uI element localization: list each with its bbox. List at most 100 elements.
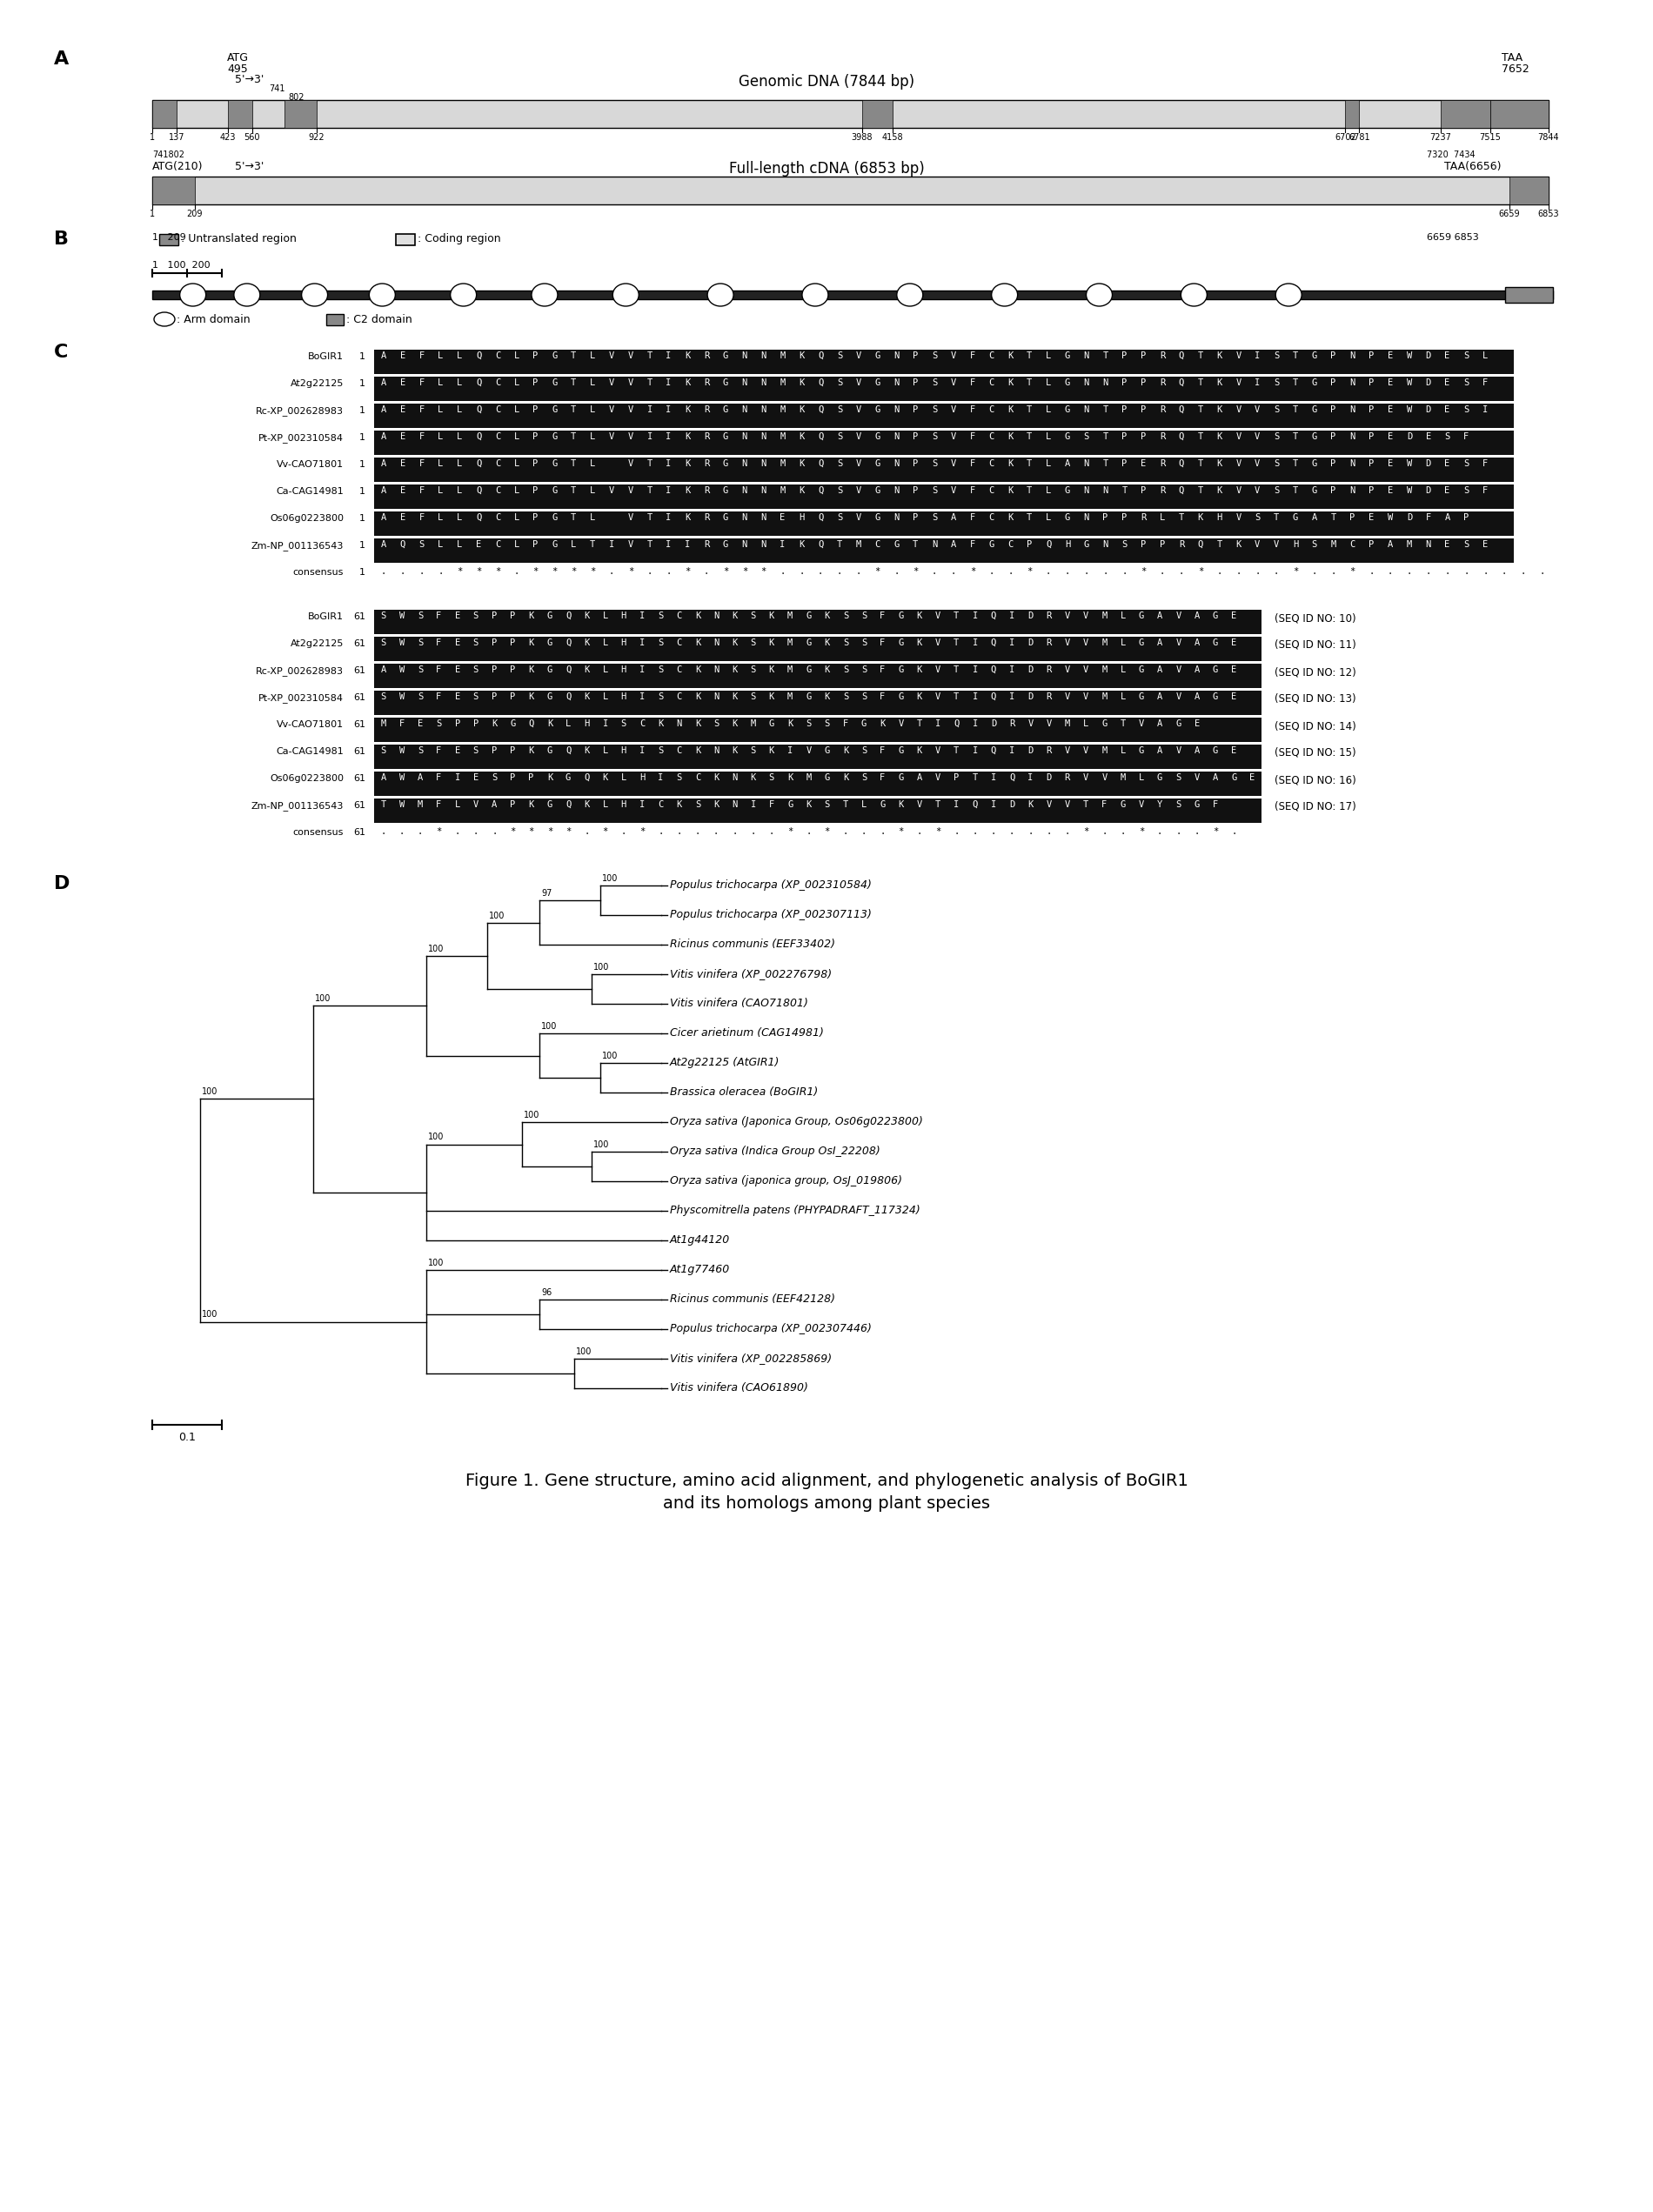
Text: : Arm domain: : Arm domain — [177, 314, 250, 325]
Text: M: M — [1101, 692, 1108, 701]
Text: N: N — [894, 431, 899, 440]
Text: N: N — [1084, 513, 1089, 522]
Text: P: P — [1331, 460, 1336, 469]
Text: N: N — [760, 487, 767, 495]
Text: .: . — [1008, 566, 1013, 575]
Text: S: S — [658, 611, 663, 619]
Text: K: K — [529, 611, 534, 619]
Text: *: * — [787, 827, 793, 836]
Text: F: F — [970, 513, 975, 522]
Text: W: W — [1407, 405, 1412, 414]
Text: N: N — [894, 405, 899, 414]
Text: Os06g0223800: Os06g0223800 — [269, 513, 344, 522]
Text: G: G — [547, 745, 552, 754]
Text: S: S — [750, 639, 755, 648]
Text: G: G — [1139, 745, 1144, 754]
Text: TAA: TAA — [1501, 53, 1522, 64]
Text: L: L — [602, 692, 608, 701]
Text: G: G — [1065, 431, 1069, 440]
Text: L: L — [456, 378, 463, 387]
Text: C: C — [1349, 540, 1355, 549]
Bar — [374, 637, 1261, 661]
Text: C: C — [55, 343, 68, 361]
Text: E: E — [400, 378, 405, 387]
Text: (SEQ ID NO: 10): (SEQ ID NO: 10) — [1274, 613, 1355, 624]
Text: A: A — [1157, 692, 1162, 701]
Text: L: L — [1046, 352, 1051, 361]
Text: .: . — [380, 566, 387, 575]
Text: 3988: 3988 — [851, 133, 873, 142]
Text: A: A — [1193, 745, 1200, 754]
Text: A: A — [1157, 745, 1162, 754]
Text: S: S — [1255, 513, 1260, 522]
Text: K: K — [750, 774, 755, 783]
Text: E: E — [418, 719, 423, 728]
Text: .: . — [1369, 566, 1374, 575]
Text: R: R — [704, 378, 709, 387]
Text: L: L — [456, 352, 463, 361]
Text: D: D — [1407, 431, 1412, 440]
Text: L: L — [602, 639, 608, 648]
Text: Cicer arietinum (CAG14981): Cicer arietinum (CAG14981) — [669, 1029, 823, 1040]
Text: .: . — [1122, 566, 1127, 575]
Bar — [228, 100, 251, 128]
Text: V: V — [807, 745, 812, 754]
Ellipse shape — [707, 283, 734, 305]
Text: N: N — [1084, 487, 1089, 495]
Text: K: K — [1008, 431, 1013, 440]
Text: R: R — [1046, 639, 1051, 648]
Text: H: H — [622, 611, 626, 619]
Text: G: G — [874, 513, 879, 522]
Text: 0.1: 0.1 — [179, 1431, 195, 1442]
Text: F: F — [970, 405, 975, 414]
Text: I: I — [972, 639, 977, 648]
Text: S: S — [473, 666, 478, 675]
Text: P: P — [1141, 431, 1146, 440]
Text: V: V — [1175, 745, 1180, 754]
Text: 209: 209 — [187, 210, 203, 219]
Text: 1: 1 — [359, 460, 365, 469]
Text: P: P — [511, 692, 516, 701]
Text: M: M — [787, 611, 793, 619]
Text: M: M — [780, 352, 785, 361]
Text: Q: Q — [1010, 774, 1015, 783]
Text: K: K — [798, 378, 805, 387]
Text: .: . — [972, 827, 977, 836]
Text: A: A — [380, 513, 387, 522]
Text: S: S — [1463, 405, 1470, 414]
Text: H: H — [584, 719, 590, 728]
Text: T: T — [570, 431, 577, 440]
Text: V: V — [1255, 431, 1260, 440]
Text: P: P — [511, 666, 516, 675]
Text: E: E — [1445, 460, 1450, 469]
Text: T: T — [1293, 405, 1298, 414]
Text: K: K — [694, 692, 701, 701]
Text: K: K — [714, 801, 719, 810]
Text: N: N — [714, 666, 719, 675]
Text: T: T — [836, 540, 841, 549]
Text: L: L — [438, 352, 443, 361]
Text: L: L — [1046, 431, 1051, 440]
Text: .: . — [418, 827, 423, 836]
Text: V: V — [1274, 540, 1279, 549]
Text: G: G — [1065, 352, 1069, 361]
Text: .: . — [1084, 566, 1089, 575]
Text: .: . — [1065, 566, 1069, 575]
Text: K: K — [584, 692, 590, 701]
Text: T: T — [1293, 460, 1298, 469]
Text: S: S — [932, 378, 937, 387]
Text: .: . — [818, 566, 823, 575]
Text: K: K — [491, 719, 498, 728]
Text: I: I — [666, 352, 671, 361]
Text: F: F — [418, 513, 425, 522]
Text: G: G — [898, 692, 904, 701]
Text: F: F — [970, 487, 975, 495]
Text: P: P — [529, 774, 534, 783]
Text: K: K — [798, 460, 805, 469]
Text: R: R — [1046, 692, 1051, 701]
Text: V: V — [1083, 774, 1089, 783]
Text: L: L — [1121, 692, 1126, 701]
Text: I: I — [972, 611, 977, 619]
Text: G: G — [552, 540, 557, 549]
Text: Q: Q — [476, 405, 481, 414]
